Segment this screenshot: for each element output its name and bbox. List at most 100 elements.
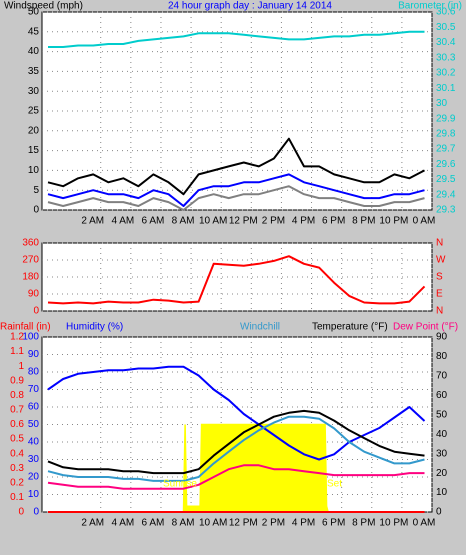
y-tick-label: 40	[28, 437, 40, 448]
y2-tick-label: 30.5	[436, 22, 456, 33]
y-tick-label: 80	[28, 367, 40, 378]
y-tick-label: 360	[22, 238, 39, 249]
y2-tick-label: 29.8	[436, 128, 456, 139]
x-tick-label: 6 PM	[322, 216, 345, 227]
x-tick-label: 4 PM	[292, 518, 315, 529]
y3-tick-label: 0.4	[10, 448, 24, 459]
legend-entry: Dew Point (°F)	[393, 322, 458, 333]
y2-tick-label: 30.4	[436, 37, 456, 48]
x-tick-label: 2 AM	[81, 518, 104, 529]
y2-tick-label: S	[436, 272, 443, 283]
y3-tick-label: 0.2	[10, 477, 24, 488]
legend-entry: Humidity (%)	[66, 322, 123, 333]
y3-tick-label: 0	[18, 507, 24, 518]
chart-title: 24 hour graph day : January 14 2014	[168, 1, 332, 12]
y-tick-label: 0	[33, 306, 39, 317]
x-tick-label: 10 PM	[379, 216, 408, 227]
y2-tick-label: 30	[436, 98, 448, 109]
y3-tick-label: 0.8	[10, 390, 24, 401]
y-tick-label: 50	[28, 7, 40, 18]
y-tick-label: 20	[28, 472, 40, 483]
y-tick-label: 50	[28, 419, 40, 430]
y2-tick-label: E	[436, 289, 443, 300]
series-line	[47, 185, 425, 211]
x-tick-label: 8 PM	[352, 518, 375, 529]
x-tick-label: 6 AM	[142, 518, 165, 529]
y-tick-label: 30	[28, 454, 40, 465]
x-tick-label: 0 AM	[413, 518, 436, 529]
annotation: Sunrise	[163, 479, 197, 490]
x-tick-label: 12 PM	[229, 216, 258, 227]
y-tick-label: 25	[28, 106, 40, 117]
y-tick-label: 0	[33, 205, 39, 216]
x-tick-label: 2 PM	[262, 216, 285, 227]
y-tick-label: 40	[28, 46, 40, 57]
y3-tick-label: 0.3	[10, 463, 24, 474]
y-tick-label: 70	[28, 384, 40, 395]
y-tick-label: 100	[22, 332, 39, 343]
y3-tick-label: 0.9	[10, 375, 24, 386]
y2-tick-label: 90	[436, 332, 448, 343]
series-line	[48, 30, 425, 48]
y-tick-label: 35	[28, 66, 40, 77]
y2-tick-label: 50	[436, 409, 448, 420]
y2-tick-label: 20	[436, 468, 448, 479]
legend-entry: Temperature (°F)	[312, 322, 388, 333]
x-tick-label: 4 AM	[111, 518, 134, 529]
y-tick-label: 270	[22, 255, 39, 266]
y-tick-label: 0	[33, 507, 39, 518]
x-tick-label: 10 AM	[199, 518, 227, 529]
legend-entry: Rainfall (in)	[0, 322, 51, 333]
series-line	[47, 173, 425, 207]
series-line	[47, 137, 425, 196]
y2-tick-label: 80	[436, 351, 448, 362]
x-tick-label: 2 AM	[81, 216, 104, 227]
y2-tick-label: 30.2	[436, 68, 456, 79]
x-tick-label: 4 AM	[111, 216, 134, 227]
y2-tick-label: 70	[436, 371, 448, 382]
y2-axis-title: Barometer (in)	[398, 1, 462, 12]
x-tick-label: 2 PM	[262, 518, 285, 529]
y-tick-label: 90	[28, 289, 40, 300]
y2-tick-label: 10	[436, 487, 448, 498]
x-tick-label: 4 PM	[292, 216, 315, 227]
y2-tick-label: N	[436, 306, 443, 317]
x-tick-label: 8 AM	[172, 518, 195, 529]
x-tick-label: 8 AM	[172, 216, 195, 227]
y-tick-label: 90	[28, 349, 40, 360]
y3-tick-label: 0.5	[10, 434, 24, 445]
series-line	[47, 409, 425, 475]
y-tick-label: 10	[28, 489, 40, 500]
y2-tick-label: 29.4	[436, 189, 456, 200]
y-tick-label: 180	[22, 272, 39, 283]
y-axis-title: Windspeed (mph)	[4, 1, 83, 12]
y2-tick-label: 30	[436, 448, 448, 459]
y3-tick-label: 0.6	[10, 419, 24, 430]
legend-entry: Windchill	[240, 322, 280, 333]
y-tick-label: 10	[28, 165, 40, 176]
x-tick-label: 8 PM	[352, 216, 375, 227]
y2-tick-label: 29.3	[436, 205, 456, 216]
y2-tick-label: 29.6	[436, 159, 456, 170]
y-tick-label: 20	[28, 125, 40, 136]
y2-tick-label: 30.1	[436, 83, 456, 94]
y3-tick-label: 0.7	[10, 405, 24, 416]
y-tick-label: 30	[28, 86, 40, 97]
y-tick-label: 45	[28, 26, 40, 37]
x-tick-label: 12 PM	[229, 518, 258, 529]
y3-tick-label: 1.2	[10, 332, 24, 343]
y2-tick-label: 29.5	[436, 174, 456, 185]
y2-tick-label: N	[436, 238, 443, 249]
y2-tick-label: 29.7	[436, 144, 456, 155]
x-tick-label: 10 PM	[379, 518, 408, 529]
y2-tick-label: 60	[436, 390, 448, 401]
series-line	[47, 255, 426, 305]
series-line	[47, 464, 425, 490]
y2-tick-label: 30.6	[436, 7, 456, 18]
x-tick-label: 6 AM	[142, 216, 165, 227]
y-tick-label: 60	[28, 402, 40, 413]
y2-tick-label: 0	[436, 507, 442, 518]
x-tick-label: 0 AM	[413, 216, 436, 227]
y2-tick-label: 40	[436, 429, 448, 440]
